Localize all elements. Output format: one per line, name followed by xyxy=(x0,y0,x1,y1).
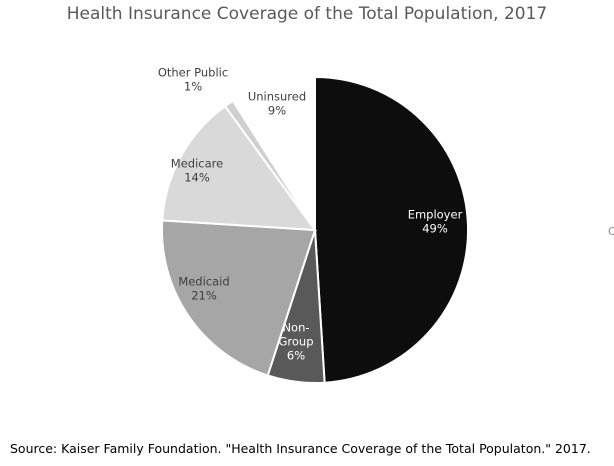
slice-name-label: Group xyxy=(278,335,313,349)
slice-value-label: 14% xyxy=(184,171,210,185)
pie-slice-medicaid xyxy=(160,219,317,377)
slice-value-label: 9% xyxy=(268,104,286,118)
slice-value-label: 21% xyxy=(191,289,217,303)
slice-value-label: 6% xyxy=(287,349,305,363)
slice-name-label: Uninsured xyxy=(248,90,306,104)
edge-mark: C xyxy=(608,225,614,238)
pie-slice-medicare xyxy=(161,104,318,232)
pie-slice-employer xyxy=(314,75,469,384)
slice-name-label: Medicaid xyxy=(178,275,229,289)
pie-slices xyxy=(160,75,469,385)
source-note: Source: Kaiser Family Foundation. "Healt… xyxy=(10,441,591,456)
slice-name-label: Non- xyxy=(282,321,309,335)
slice-name-label: Employer xyxy=(408,208,463,222)
slice-name-label: Other Public xyxy=(158,66,228,80)
chart-title: Health Insurance Coverage of the Total P… xyxy=(66,4,548,24)
slice-name-label: Medicare xyxy=(171,157,223,171)
slice-value-label: 1% xyxy=(184,80,202,94)
pie-slice-uninsured xyxy=(231,75,316,234)
slice-value-label: 49% xyxy=(422,222,448,236)
